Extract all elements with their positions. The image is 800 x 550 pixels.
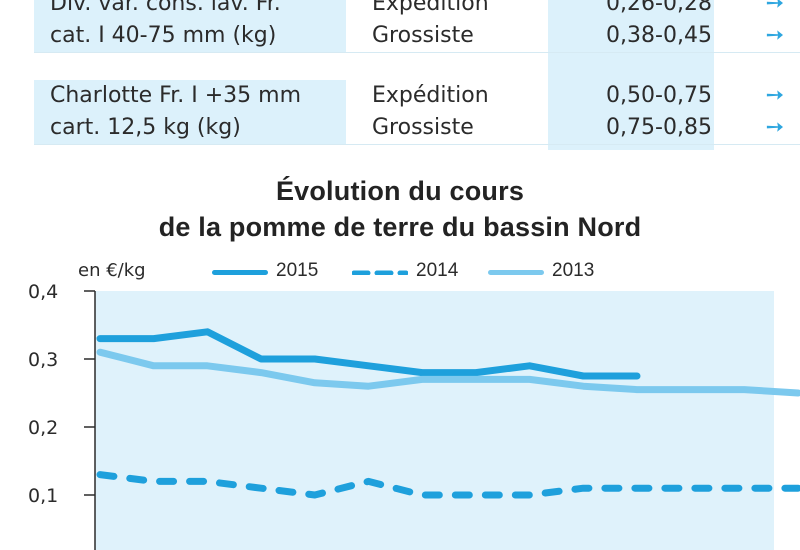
- market-stage: Grossiste: [372, 115, 474, 140]
- price-range: 0,50-0,75: [606, 83, 712, 108]
- market-stage: Grossiste: [372, 23, 474, 48]
- chart-subtitle: de la pomme de terre du bassin Nord: [158, 212, 642, 242]
- series-line-2013: [96, 348, 800, 397]
- chart-panel: Évolution du cours de la pomme de terre …: [0, 168, 800, 550]
- legend-swatch-2013: [488, 270, 544, 275]
- price-range: 0,26-0,28: [606, 0, 712, 16]
- price-column-background: [548, 0, 714, 150]
- legend-label: 2015: [276, 260, 319, 281]
- y-axis-unit-label: en €/kg: [78, 260, 146, 281]
- legend-label: 2013: [552, 260, 595, 281]
- product-name: Div. var. cons. lav. Fr.: [50, 0, 281, 16]
- price-row: Charlotte Fr. I +35 mm cart. 12,5 kg (kg…: [34, 80, 800, 145]
- trend-arrow-icon: ➙: [765, 115, 784, 140]
- trend-arrow-icon: ➙: [765, 0, 784, 16]
- legend-label: 2014: [416, 260, 459, 281]
- product-spec: cat. I 40-75 mm (kg): [50, 23, 277, 48]
- line-chart: 0,4 0,3 0,2 0,1: [28, 281, 800, 550]
- market-stage: Expédition: [372, 83, 489, 108]
- price-row: Div. var. cons. lav. Fr. cat. I 40-75 mm…: [34, 0, 800, 53]
- price-range: 0,75-0,85: [606, 115, 712, 140]
- trend-arrow-icon: ➙: [765, 23, 784, 48]
- product-spec: cart. 12,5 kg (kg): [50, 115, 241, 140]
- product-cell-background: [34, 0, 346, 52]
- y-tick-label: 0,2: [28, 417, 58, 439]
- price-range: 0,38-0,45: [606, 23, 712, 48]
- trend-arrow-icon: ➙: [765, 83, 784, 108]
- legend-swatch-2014: [352, 270, 408, 275]
- y-tick-label: 0,4: [28, 281, 58, 303]
- market-stage: Expédition: [372, 0, 489, 16]
- chart-title: Évolution du cours: [275, 176, 525, 206]
- price-table: Div. var. cons. lav. Fr. cat. I 40-75 mm…: [0, 0, 800, 150]
- product-cell-background: [34, 80, 346, 144]
- legend-swatch-2015: [212, 270, 268, 275]
- y-tick-label: 0,3: [28, 349, 58, 371]
- product-name: Charlotte Fr. I +35 mm: [50, 83, 302, 108]
- series-line-2014: [96, 471, 800, 499]
- y-tick-label: 0,1: [28, 485, 58, 507]
